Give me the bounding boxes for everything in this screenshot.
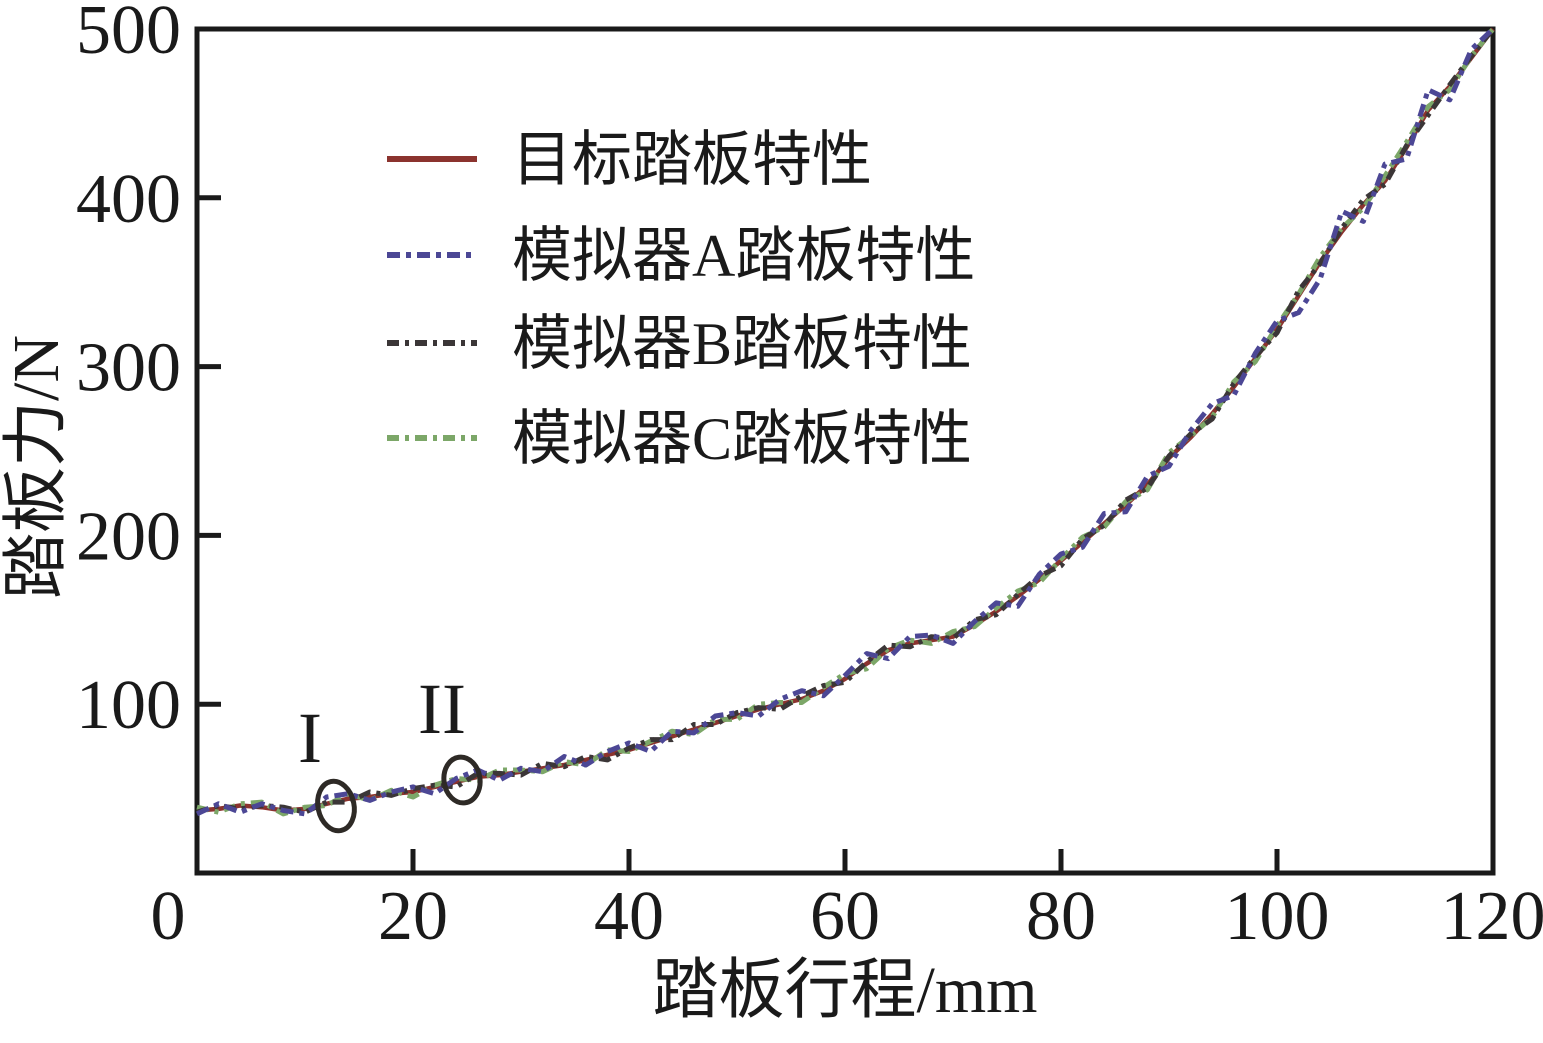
legend-item: 模拟器B踏板特性 bbox=[387, 311, 972, 377]
series-模拟器A踏板特性 bbox=[195, 27, 1495, 817]
x-axis-title: 踏板行程/mm bbox=[652, 954, 1037, 1027]
data-series bbox=[195, 27, 1495, 817]
y-tick-label: 300 bbox=[76, 330, 181, 407]
legend-item: 模拟器C踏板特性 bbox=[387, 406, 972, 472]
x-tick-label: 80 bbox=[1026, 878, 1096, 955]
annotations: I II bbox=[298, 669, 483, 834]
x-tick-label: 120 bbox=[1441, 878, 1543, 955]
annotation-ellipse bbox=[441, 754, 483, 806]
annotation-label: I bbox=[298, 698, 322, 778]
y-axis-ticks bbox=[197, 195, 221, 707]
legend-item: 模拟器A踏板特性 bbox=[387, 223, 975, 289]
y-tick-label: 200 bbox=[76, 498, 181, 575]
legend-item: 目标踏板特性 bbox=[387, 127, 872, 193]
x-tick-label: 0 bbox=[151, 878, 186, 955]
x-axis-tick-labels: 0 20 40 60 80 100 120 bbox=[151, 878, 1543, 955]
series-模拟器B踏板特性 bbox=[196, 27, 1495, 815]
x-tick-label: 20 bbox=[378, 878, 448, 955]
x-tick-label: 60 bbox=[810, 878, 880, 955]
legend-label: 模拟器C踏板特性 bbox=[512, 406, 972, 472]
legend-label: 模拟器A踏板特性 bbox=[512, 223, 975, 289]
y-tick-label: 100 bbox=[76, 667, 181, 744]
y-axis-title: 踏板力/N bbox=[0, 335, 73, 599]
annotation-label: II bbox=[418, 669, 466, 749]
x-tick-label: 100 bbox=[1225, 878, 1330, 955]
annotation-ellipse bbox=[315, 778, 357, 834]
legend-label: 目标踏板特性 bbox=[512, 127, 872, 193]
x-axis-ticks bbox=[410, 849, 1280, 873]
y-axis-tick-labels: 100 200 300 400 500 bbox=[76, 0, 181, 744]
y-tick-label: 500 bbox=[76, 0, 181, 69]
y-tick-label: 400 bbox=[76, 161, 181, 238]
series-模拟器C踏板特性 bbox=[196, 27, 1495, 817]
x-tick-label: 40 bbox=[594, 878, 664, 955]
legend-label: 模拟器B踏板特性 bbox=[512, 311, 972, 377]
